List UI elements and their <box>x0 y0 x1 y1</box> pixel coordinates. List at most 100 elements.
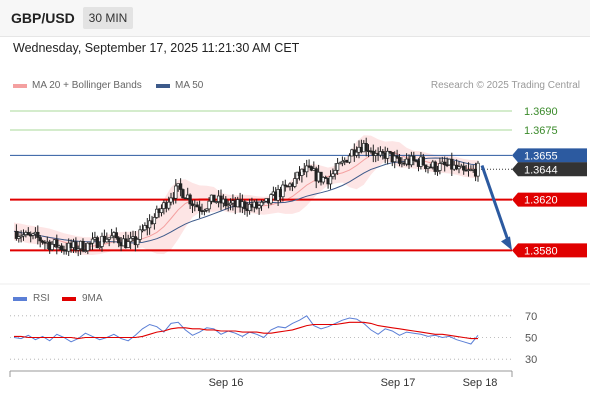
candle-body-76 <box>195 204 199 208</box>
level-label-1.3620: 1.3620 <box>524 195 558 207</box>
candle-body-77 <box>197 206 202 212</box>
candle-body-176 <box>433 161 437 172</box>
candle-body-42 <box>114 232 118 239</box>
candle-body-67 <box>174 185 178 199</box>
candle-body-61 <box>159 208 164 213</box>
candle-body-137 <box>340 160 345 164</box>
top-bar: GBP/USD 30 MIN <box>0 0 590 37</box>
candle-body-17 <box>55 239 59 248</box>
x-tick-sep-17: Sep 17 <box>381 377 416 389</box>
candle-body-96 <box>243 201 247 210</box>
candle-body-157 <box>388 150 392 153</box>
legend-rsi-ma-label: 9MA <box>82 293 103 304</box>
candle-body-28 <box>81 240 85 252</box>
legend-bb-label: MA 20 + Bollinger Bands <box>32 80 142 91</box>
candle-body-31 <box>88 242 92 245</box>
candle-body-113 <box>283 184 287 187</box>
candle-body-56 <box>147 220 152 229</box>
x-tick-sep-18: Sep 18 <box>463 377 498 389</box>
candle-body-29 <box>83 250 88 252</box>
timestamp: Wednesday, September 17, 2025 11:21:30 A… <box>13 41 300 55</box>
projection-arrow-head <box>501 236 512 251</box>
candle-body-11 <box>40 240 45 243</box>
candle-body-88 <box>224 198 228 207</box>
symbol-title: GBP/USD <box>11 10 75 26</box>
level-tag-1.3620 <box>512 192 587 207</box>
candle-body-194 <box>476 162 480 177</box>
x-tick-sep-16: Sep 16 <box>209 377 244 389</box>
candle-body-135 <box>335 163 340 171</box>
candle-body-133 <box>331 173 335 177</box>
candle-body-90 <box>228 202 233 206</box>
legend-rsi-swatch <box>13 297 27 301</box>
candle-body-73 <box>188 194 192 205</box>
candle-body-160 <box>395 155 399 158</box>
legend-bb-swatch <box>13 84 27 88</box>
candle-body-83 <box>212 194 216 203</box>
rsi-tick-70: 70 <box>525 311 537 323</box>
candle-body-161 <box>397 157 402 164</box>
candle-body-167 <box>412 155 416 161</box>
level-label-1.3580: 1.3580 <box>524 245 558 257</box>
candle-body-112 <box>281 184 285 198</box>
candle-body-183 <box>450 158 454 170</box>
candle-body-10 <box>38 237 42 242</box>
candle-body-64 <box>167 201 171 209</box>
last-price-label: 1.3644 <box>524 164 558 176</box>
legend-rsi-ma-swatch <box>62 297 76 301</box>
candle-body-147 <box>364 143 368 151</box>
legend-rsi-label: RSI <box>33 293 50 304</box>
candle-body-39 <box>107 237 111 240</box>
bollinger-band-area <box>14 135 478 255</box>
candle-body-117 <box>293 178 297 187</box>
candle-body-188 <box>462 165 466 171</box>
candle-body-177 <box>435 170 440 172</box>
candle-body-84 <box>214 201 218 203</box>
candle-body-178 <box>438 163 442 171</box>
candle-body-9 <box>36 231 40 238</box>
candle-body-58 <box>152 217 157 225</box>
candle-body-130 <box>324 177 328 179</box>
candle-body-89 <box>226 204 230 207</box>
timeframe-badge[interactable]: 30 MIN <box>83 7 133 29</box>
candle-body-134 <box>333 170 337 175</box>
candle-body-80 <box>205 208 209 211</box>
legend-ma50-swatch <box>156 84 170 88</box>
level-label-1.3690: 1.3690 <box>524 106 558 118</box>
candle-body-52 <box>138 229 142 240</box>
level-tag-1.3580 <box>512 243 587 258</box>
candle-body-30 <box>86 242 90 251</box>
candle-body-120 <box>300 168 304 176</box>
candle-body-159 <box>393 155 397 163</box>
candle-body-5 <box>26 232 30 236</box>
candle-body-2 <box>19 235 23 238</box>
candle-body-47 <box>126 241 130 248</box>
candle-body-69 <box>178 183 183 190</box>
rsi-tick-30: 30 <box>525 354 537 366</box>
candle-body-0 <box>14 230 19 239</box>
candle-body-102 <box>257 205 261 209</box>
candle-body-103 <box>259 201 264 207</box>
candle-body-136 <box>338 162 342 165</box>
candle-body-43 <box>117 237 121 244</box>
candle-body-51 <box>136 239 140 246</box>
credit-text: Research © 2025 Trading Central <box>430 80 580 91</box>
candle-body-101 <box>255 201 259 209</box>
candle-body-1 <box>17 236 21 239</box>
candle-body-15 <box>50 243 54 250</box>
candle-body-59 <box>155 208 159 218</box>
level-label-1.3675: 1.3675 <box>524 125 558 137</box>
candle-body-156 <box>385 150 390 159</box>
candle-body-154 <box>381 151 385 154</box>
rsi-series-9ma <box>14 321 478 340</box>
candle-body-53 <box>140 229 145 232</box>
candle-body-122 <box>305 165 309 173</box>
rsi-tick-50: 50 <box>525 333 537 345</box>
candle-body-7 <box>31 233 35 236</box>
candle-body-38 <box>105 238 109 243</box>
candle-body-26 <box>76 248 80 251</box>
candle-body-140 <box>347 155 352 163</box>
candle-body-129 <box>321 177 325 183</box>
candle-body-186 <box>457 166 461 170</box>
candle-body-107 <box>269 194 273 204</box>
